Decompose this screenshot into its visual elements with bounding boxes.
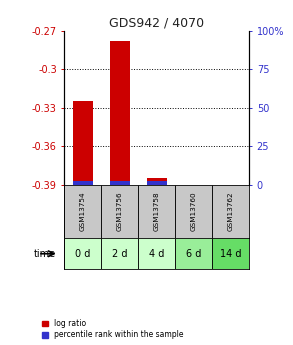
- Bar: [73, 101, 93, 185]
- Bar: [64, 185, 101, 238]
- Legend: log ratio, percentile rank within the sample: log ratio, percentile rank within the sa…: [42, 319, 184, 339]
- Text: GSM13754: GSM13754: [80, 192, 86, 231]
- Bar: [146, 181, 167, 185]
- Text: GSM13762: GSM13762: [228, 192, 234, 231]
- Bar: [73, 181, 93, 185]
- Bar: [212, 185, 249, 238]
- Text: 4 d: 4 d: [149, 249, 164, 259]
- Bar: [101, 185, 138, 238]
- Bar: [110, 41, 130, 185]
- Bar: [101, 238, 138, 269]
- Text: 0 d: 0 d: [75, 249, 91, 259]
- Text: 14 d: 14 d: [220, 249, 241, 259]
- Title: GDS942 / 4070: GDS942 / 4070: [109, 17, 204, 30]
- Bar: [146, 178, 167, 185]
- Text: 2 d: 2 d: [112, 249, 127, 259]
- Text: GSM13760: GSM13760: [191, 192, 197, 231]
- Bar: [212, 238, 249, 269]
- Text: GSM13758: GSM13758: [154, 192, 160, 231]
- Text: 6 d: 6 d: [186, 249, 201, 259]
- Text: time: time: [33, 249, 56, 259]
- Bar: [138, 238, 175, 269]
- Bar: [175, 185, 212, 238]
- Bar: [138, 185, 175, 238]
- Bar: [110, 181, 130, 185]
- Bar: [175, 238, 212, 269]
- Bar: [64, 238, 101, 269]
- Text: GSM13756: GSM13756: [117, 192, 123, 231]
